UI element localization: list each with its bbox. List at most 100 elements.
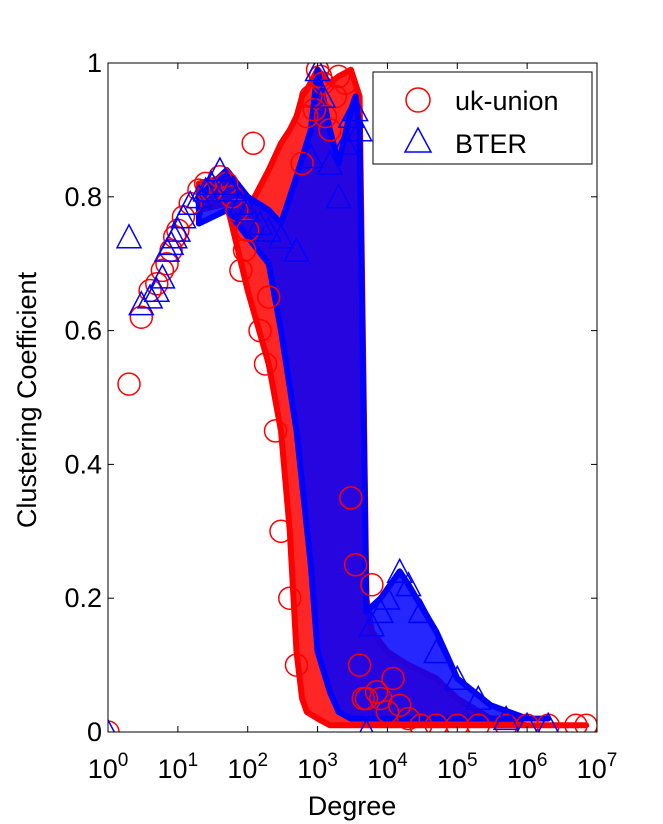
data-point-triangle — [316, 149, 344, 175]
data-point-circle — [150, 258, 175, 283]
x-tick-label: 105 — [437, 750, 478, 784]
x-tick-label: 107 — [577, 750, 618, 784]
data-point-circle — [313, 104, 338, 129]
data-point-triangle — [213, 169, 240, 195]
x-tick-label: 106 — [507, 750, 548, 784]
legend-box — [372, 71, 593, 165]
data-point-triangle — [218, 176, 246, 202]
data-point-circle — [375, 700, 400, 724]
data-point-triangle — [255, 216, 282, 242]
y-tick-label: 0.2 — [64, 583, 102, 613]
data-point-triangle — [346, 116, 373, 142]
data-point-triangle — [115, 223, 143, 249]
y-tick-labels: 0 0.2 0.4 0.6 0.8 1 — [64, 48, 102, 747]
data-point-triangle — [283, 236, 310, 262]
data-point-circle — [235, 218, 260, 243]
data-point-triangle — [128, 290, 155, 316]
data-point-triangle — [108, 718, 116, 732]
data-point-triangle — [185, 183, 213, 209]
data-point-circle — [129, 305, 154, 329]
y-tick-label: 0.4 — [64, 449, 102, 479]
y-tick-label: 0.6 — [64, 316, 102, 346]
data-point-circle — [302, 98, 327, 122]
legend: uk-union BTER — [372, 71, 593, 165]
y-tick-label: 0 — [87, 717, 102, 747]
data-point-triangle — [367, 597, 394, 624]
data-point-triangle — [206, 156, 234, 182]
legend-circle-marker — [405, 87, 431, 113]
data-point-triangle — [297, 143, 325, 169]
data-point-triangle — [407, 597, 435, 624]
data-point-circle — [263, 419, 288, 443]
data-point-circle — [145, 272, 169, 296]
data-point-circle — [295, 104, 319, 129]
data-point-triangle — [492, 704, 520, 731]
data-point-triangle — [325, 183, 352, 209]
legend-label-uk-union: uk-union — [455, 86, 559, 116]
density-bands — [195, 66, 590, 729]
data-point-triangle — [234, 196, 261, 222]
data-point-triangle — [342, 96, 369, 122]
data-point-circle — [339, 486, 363, 510]
data-markers — [108, 63, 597, 732]
data-point-circle — [232, 238, 257, 263]
x-tick-label: 104 — [367, 750, 408, 784]
data-point-circle — [364, 680, 389, 704]
data-point-circle — [360, 573, 384, 597]
y-axis-label: Clustering Coefficient — [12, 271, 42, 528]
data-point-triangle — [337, 102, 365, 129]
data-point-circle — [229, 258, 253, 283]
data-point-circle — [347, 653, 372, 677]
data-point-circle — [256, 285, 281, 309]
data-point-circle — [387, 693, 412, 717]
data-point-circle — [564, 713, 588, 732]
data-point-triangle — [395, 571, 422, 597]
legend-triangle-marker — [403, 126, 433, 153]
data-point-triangle — [164, 216, 192, 242]
data-point-circle — [381, 666, 405, 691]
data-point-triangle — [304, 63, 331, 82]
data-point-triangle — [537, 711, 559, 732]
data-point-triangle — [309, 82, 337, 109]
data-point-circle — [171, 205, 196, 229]
y-tick-label: 0.8 — [64, 182, 102, 212]
data-point-triangle — [465, 684, 492, 711]
data-point-circle — [269, 519, 293, 544]
data-point-triangle — [267, 223, 295, 249]
data-point-triangle — [423, 638, 450, 664]
data-point-circle — [241, 131, 265, 156]
data-point-triangle — [176, 189, 204, 216]
x-tick-label: 103 — [297, 750, 338, 784]
data-point-circle — [284, 653, 309, 677]
data-point-triangle — [358, 611, 386, 637]
data-point-triangle — [332, 129, 359, 155]
x-tick-label: 100 — [88, 750, 129, 784]
data-point-circle — [290, 151, 314, 176]
data-point-circle — [574, 713, 597, 732]
data-point-triangle — [170, 203, 197, 229]
data-point-circle — [445, 713, 470, 732]
data-point-triangle — [136, 283, 164, 309]
x-axis-label: Degree — [308, 791, 397, 821]
data-point-circle — [409, 713, 433, 732]
x-tick-label: 102 — [227, 750, 268, 784]
data-point-circle — [396, 706, 421, 731]
data-point-triangle — [227, 189, 255, 216]
x-tick-labels: 100 101 102 103 104 105 106 107 — [88, 750, 618, 784]
data-point-triangle — [516, 711, 538, 732]
data-point-triangle — [197, 169, 225, 195]
plot-frame — [107, 62, 598, 733]
data-point-triangle — [444, 664, 471, 691]
data-point-triangle — [374, 584, 401, 610]
data-point-triangle — [149, 263, 176, 289]
data-point-circle — [424, 713, 449, 732]
data-point-triangle — [143, 276, 171, 303]
data-point-triangle — [359, 718, 374, 732]
data-point-circle — [278, 586, 302, 610]
data-point-circle — [159, 238, 183, 263]
density-band-1 — [195, 66, 552, 722]
axis-ticks — [107, 62, 598, 733]
data-point-circle — [248, 318, 272, 343]
